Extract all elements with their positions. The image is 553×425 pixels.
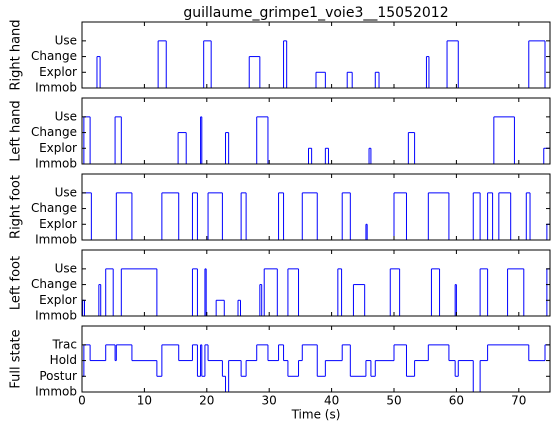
axes-frame (81, 173, 551, 241)
y-tick-label: Change (31, 49, 77, 63)
y-tick-label: Trac (52, 337, 77, 351)
x-tick-label: 0 (78, 394, 86, 408)
y-axis-label: Left foot (9, 256, 24, 310)
y-tick-label: Change (31, 125, 77, 139)
x-tick-label: 60 (449, 394, 464, 408)
axes-frame (81, 325, 551, 393)
x-tick-label: 20 (199, 394, 214, 408)
y-tick-label: Immob (35, 157, 77, 171)
y-axis-label: Right foot (9, 175, 24, 239)
y-tick-label: Explor (39, 293, 77, 307)
y-tick-label: Use (55, 33, 77, 47)
y-tick-label: Immob (35, 309, 77, 323)
y-tick-label: Postur (39, 369, 77, 383)
x-tick-label: 50 (386, 394, 401, 408)
axes-frame (81, 249, 551, 317)
y-tick-label: Immob (35, 81, 77, 95)
x-tick-label: 30 (262, 394, 277, 408)
y-tick-label: Immob (35, 385, 77, 399)
axes-frame (81, 97, 551, 165)
y-tick-label: Explor (39, 217, 77, 231)
y-tick-label: Hold (50, 353, 77, 367)
y-tick-label: Change (31, 277, 77, 291)
x-tick-label: 70 (511, 394, 526, 408)
y-tick-label: Immob (35, 233, 77, 247)
y-axis-label: Full state (9, 329, 24, 388)
y-axis-label: Left hand (9, 100, 24, 161)
y-tick-label: Explor (39, 141, 77, 155)
x-axis-label: Time (s) (291, 408, 341, 422)
y-axis-label: Right hand (9, 19, 24, 90)
y-tick-label: Use (55, 109, 77, 123)
y-tick-label: Use (55, 185, 77, 199)
x-tick-label: 40 (324, 394, 339, 408)
x-tick-label: 10 (137, 394, 152, 408)
y-tick-label: Use (55, 261, 77, 275)
chart-title: guillaume_grimpe1_voie3__15052012 (183, 5, 448, 21)
y-tick-label: Change (31, 201, 77, 215)
y-tick-label: Explor (39, 65, 77, 79)
axes-frame (81, 21, 551, 89)
